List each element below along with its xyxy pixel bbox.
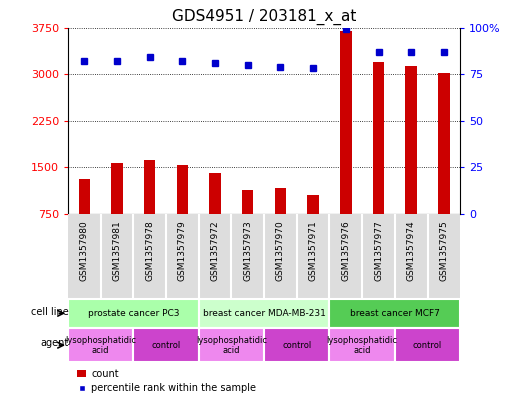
Title: GDS4951 / 203181_x_at: GDS4951 / 203181_x_at: [172, 9, 356, 25]
Text: GSM1357971: GSM1357971: [309, 220, 317, 281]
Text: cell line: cell line: [31, 307, 69, 317]
Text: GSM1357972: GSM1357972: [211, 220, 220, 281]
Bar: [111, 163, 123, 214]
Text: lysophosphatidic
acid: lysophosphatidic acid: [327, 336, 397, 355]
Text: breast cancer MCF7: breast cancer MCF7: [350, 309, 440, 318]
Bar: [199, 328, 264, 362]
Bar: [177, 165, 188, 214]
Text: GSM1357970: GSM1357970: [276, 220, 285, 281]
Bar: [264, 328, 329, 362]
Text: agent: agent: [40, 338, 69, 349]
Bar: [340, 31, 351, 214]
Bar: [144, 160, 155, 214]
Bar: [405, 66, 417, 214]
Bar: [68, 299, 199, 328]
Bar: [199, 299, 329, 328]
Bar: [133, 328, 199, 362]
Text: GSM1357981: GSM1357981: [112, 220, 121, 281]
Text: control: control: [282, 341, 311, 350]
Bar: [308, 195, 319, 214]
Text: lysophosphatidic
acid: lysophosphatidic acid: [65, 336, 136, 355]
Text: breast cancer MDA-MB-231: breast cancer MDA-MB-231: [203, 309, 325, 318]
Text: GSM1357975: GSM1357975: [439, 220, 448, 281]
Bar: [373, 62, 384, 214]
Legend: count, percentile rank within the sample: count, percentile rank within the sample: [73, 365, 260, 393]
Bar: [329, 328, 395, 362]
Text: lysophosphatidic
acid: lysophosphatidic acid: [196, 336, 267, 355]
Bar: [242, 190, 254, 214]
Bar: [329, 299, 460, 328]
Bar: [395, 328, 460, 362]
Text: GSM1357974: GSM1357974: [407, 220, 416, 281]
Text: GSM1357979: GSM1357979: [178, 220, 187, 281]
Text: control: control: [152, 341, 180, 350]
Text: prostate cancer PC3: prostate cancer PC3: [88, 309, 179, 318]
Bar: [438, 73, 450, 214]
Text: GSM1357978: GSM1357978: [145, 220, 154, 281]
Bar: [275, 189, 286, 214]
Text: GSM1357980: GSM1357980: [80, 220, 89, 281]
Text: GSM1357976: GSM1357976: [342, 220, 350, 281]
Bar: [68, 328, 133, 362]
Text: GSM1357977: GSM1357977: [374, 220, 383, 281]
Text: GSM1357973: GSM1357973: [243, 220, 252, 281]
Bar: [209, 173, 221, 214]
Text: control: control: [413, 341, 442, 350]
Bar: [78, 179, 90, 214]
